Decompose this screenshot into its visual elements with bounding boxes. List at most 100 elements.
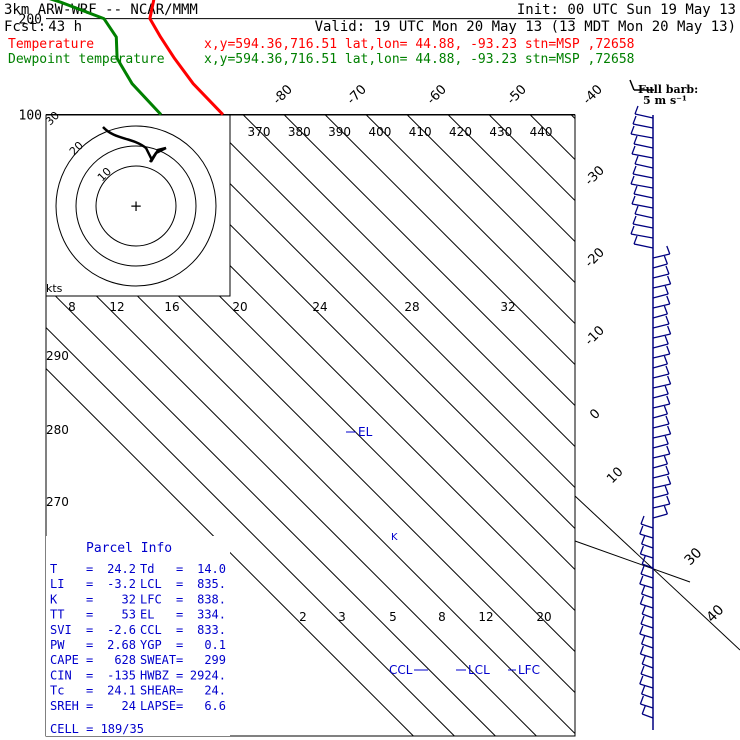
isotherm--30 bbox=[325, 115, 575, 366]
parcel-equals: = bbox=[86, 608, 93, 622]
wind-barb bbox=[640, 623, 654, 629]
wind-barb-flag bbox=[630, 225, 635, 235]
wind-barb-flag bbox=[640, 515, 645, 525]
chart-labels: 1002003004005006007008009001000-80-70-60… bbox=[19, 13, 728, 626]
theta-label: 440 bbox=[530, 125, 553, 139]
lcl-marker: LCL bbox=[468, 663, 490, 677]
parcel-param-value: 24 bbox=[122, 699, 136, 713]
wind-barb bbox=[641, 613, 654, 619]
wind-barb-flag bbox=[641, 605, 646, 615]
wind-barb-flag bbox=[663, 505, 669, 515]
parcel-param-name: CAPE bbox=[50, 653, 79, 667]
parcel-info-box: Parcel Info T = 24.2 Td = 14.0 LI = -3.2 LCL = 835.… bbox=[46, 536, 230, 736]
parcel-param-name: EL bbox=[140, 608, 154, 622]
parcel-param-value: 299 bbox=[204, 653, 226, 667]
theta-e-label: 290 bbox=[46, 349, 69, 363]
wind-barb-flag bbox=[666, 445, 671, 455]
parcel-param-name: PW bbox=[50, 638, 65, 652]
wind-barb bbox=[633, 243, 654, 249]
wind-barb-flag bbox=[666, 375, 672, 385]
wind-barb-flag bbox=[639, 595, 645, 605]
wind-barb bbox=[641, 643, 654, 649]
wind-barb-flag bbox=[666, 295, 671, 305]
parcel-equals: = bbox=[176, 562, 183, 576]
isotherm--20 bbox=[366, 115, 575, 325]
wind-barb-flag bbox=[630, 175, 635, 185]
parcel-param-name: TT bbox=[50, 608, 64, 622]
pressure-tick-label: 100 bbox=[19, 109, 42, 124]
parcel-param-name: LI bbox=[50, 577, 64, 591]
wind-barb-flag bbox=[665, 365, 670, 375]
moist-adiabat-32 bbox=[255, 0, 271, 19]
moist-adiabat-label: 24 bbox=[312, 300, 327, 314]
parcel-info-frame bbox=[46, 536, 230, 736]
hodograph-ring-10 bbox=[95, 165, 177, 247]
theta-e-label: 270 bbox=[46, 495, 69, 509]
wind-barb bbox=[652, 483, 671, 489]
mixing-ratio-label: 20 bbox=[536, 610, 551, 624]
isotherm-label: -70 bbox=[344, 82, 370, 108]
wind-barb bbox=[630, 133, 654, 139]
wind-barb-flag bbox=[663, 405, 669, 415]
parcel-param-value: 24.1 bbox=[107, 684, 136, 698]
wind-barb bbox=[652, 323, 670, 329]
parcel-param-name: CIN bbox=[50, 668, 72, 682]
moist-adiabat-label: 16 bbox=[164, 300, 179, 314]
wind-barb-flag bbox=[664, 385, 669, 395]
parcel-param-name: CCL bbox=[140, 623, 162, 637]
isotherm-label: -10 bbox=[582, 323, 608, 349]
isotherm-30 bbox=[571, 115, 575, 120]
parcel-param-value: -135 bbox=[107, 668, 136, 682]
parcel-param-name: T bbox=[50, 562, 57, 576]
isotherm--60 bbox=[202, 115, 575, 489]
wind-barb-flag bbox=[634, 155, 639, 165]
isotherm-label: -60 bbox=[424, 82, 450, 108]
parcel-param-value: 835. bbox=[197, 577, 226, 591]
wind-barb-flag bbox=[640, 635, 646, 645]
wind-barb bbox=[641, 563, 654, 569]
wind-barb-flag bbox=[639, 675, 644, 685]
mixing-ratio-label: 2 bbox=[299, 610, 307, 624]
wind-barb-flag bbox=[632, 165, 637, 175]
wind-barb-flag bbox=[640, 535, 646, 545]
wind-barb bbox=[639, 583, 654, 589]
lfc-marker: LFC bbox=[518, 663, 540, 677]
wind-key-title: Full barb: bbox=[638, 83, 698, 96]
legend-temperature-location: x,y=594.36,716.51 lat,lon= 44.88, -93.23… bbox=[204, 37, 634, 52]
parcel-equals: = bbox=[86, 562, 93, 576]
wind-barb-flag bbox=[641, 655, 646, 665]
parcel-param-name: SVI bbox=[50, 623, 72, 637]
wind-barb-flag bbox=[664, 285, 669, 295]
wind-barb bbox=[652, 353, 670, 359]
wind-barb bbox=[652, 453, 670, 459]
parcel-equals: = bbox=[86, 638, 93, 652]
wind-barb bbox=[652, 463, 668, 469]
series-legend: Temperature x,y=594.36,716.51 lat,lon= 4… bbox=[8, 37, 634, 67]
wind-barb bbox=[652, 283, 671, 289]
wind-barb-flag bbox=[666, 325, 672, 335]
parcel-param-name: SHEAR bbox=[140, 684, 177, 698]
parcel-param-value: 334. bbox=[197, 608, 226, 622]
wind-barb-flag bbox=[640, 665, 645, 675]
wind-barb bbox=[652, 253, 670, 259]
wind-barb bbox=[641, 693, 654, 699]
wind-barb bbox=[652, 333, 671, 339]
isotherm--160 bbox=[46, 367, 414, 736]
isotherm-20 bbox=[530, 115, 575, 161]
temperature-line bbox=[148, 0, 224, 116]
parcel-equals: = bbox=[176, 699, 183, 713]
level-markers: EL K CCL LCL LFC bbox=[346, 425, 540, 677]
wind-barb bbox=[631, 153, 654, 159]
parcel-param-value: 14.0 bbox=[197, 562, 226, 576]
parcel-param-name: LAPSE bbox=[140, 699, 176, 713]
wind-barb bbox=[652, 493, 669, 499]
wind-barb-flag bbox=[665, 265, 670, 275]
isotherm-label: -50 bbox=[504, 82, 530, 108]
isotherm-label: -40 bbox=[580, 82, 606, 108]
k-marker: K bbox=[391, 532, 398, 543]
isotherm-60 bbox=[694, 115, 740, 736]
wind-barb-flag bbox=[665, 415, 670, 425]
parcel-param-value: 833. bbox=[197, 623, 226, 637]
parcel-cell: CELL = 189/35 bbox=[50, 722, 144, 736]
parcel-equals: = bbox=[86, 699, 93, 713]
